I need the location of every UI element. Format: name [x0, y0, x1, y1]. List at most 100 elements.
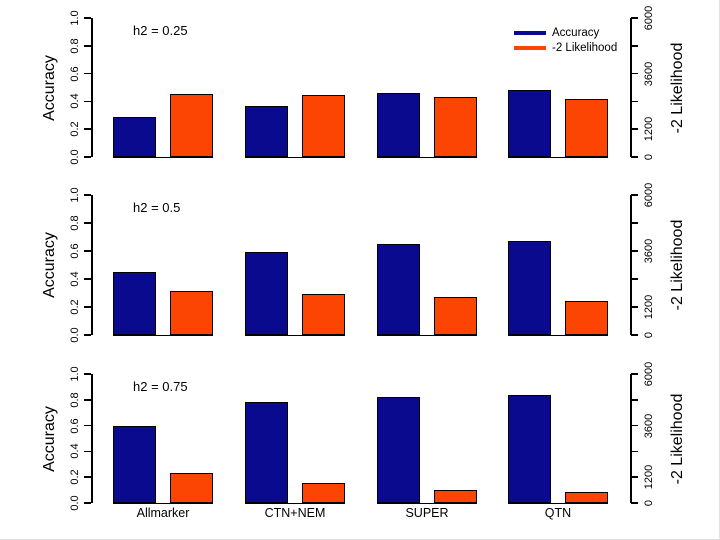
right-axis-tick: [631, 194, 638, 196]
accuracy-bar: [113, 116, 156, 157]
right-axis-tick-label: 1200: [643, 116, 655, 142]
group-baseline: [508, 156, 608, 158]
category-label: Allmarker: [136, 506, 190, 520]
legend-swatch: [514, 46, 546, 50]
left-axis-tick-label: 0.0: [69, 495, 81, 511]
right-axis-tick-label: 3600: [643, 238, 655, 264]
left-axis-line: [91, 195, 93, 335]
group-baseline: [113, 156, 213, 158]
right-axis-tick: [631, 100, 638, 103]
group-baseline: [245, 156, 345, 158]
panel-label: h2 = 0.75: [133, 379, 188, 394]
right-axis-tick: [631, 45, 638, 47]
right-axis-tick: [631, 222, 638, 224]
left-axis-tick-label: 0.6: [69, 243, 81, 259]
right-axis-tick: [631, 502, 638, 504]
accuracy-bar: [508, 394, 551, 503]
likelihood-bar: [434, 489, 477, 503]
right-axis-tick-label: 0: [643, 153, 655, 161]
likelihood-bar: [302, 95, 345, 157]
left-axis-tick-label: 0.2: [69, 469, 81, 485]
left-axis-tick: [84, 156, 91, 158]
left-axis-tick: [84, 250, 91, 252]
right-axis-tick: [631, 476, 638, 478]
legend-label: Accuracy: [552, 27, 600, 39]
left-axis-tick-label: 0.8: [69, 392, 81, 408]
accuracy-bar: [508, 241, 551, 335]
left-axis-tick: [84, 334, 91, 336]
right-axis-tick: [631, 156, 638, 158]
left-axis-tick-label: 0.8: [69, 38, 81, 54]
left-axis-tick-label: 0.6: [69, 65, 81, 82]
right-axis-tick-label: 1200: [643, 464, 655, 490]
right-axis-tick: [631, 306, 638, 308]
left-axis-tick-label: 0.6: [69, 417, 81, 434]
right-axis-tick-label: 1200: [643, 294, 655, 320]
left-axis-tick: [84, 424, 91, 427]
left-axis-tick: [84, 450, 91, 453]
right-axis-title: -2 Likelihood: [669, 42, 686, 133]
accuracy-bar: [377, 397, 420, 503]
group-baseline: [508, 334, 608, 336]
likelihood-bar: [302, 294, 345, 335]
group-baseline: [113, 502, 213, 504]
left-axis-tick: [84, 45, 91, 47]
left-axis-tick: [84, 194, 91, 196]
category-label: SUPER: [405, 506, 449, 520]
group-baseline: [508, 502, 608, 504]
category-label: CTN+NEM: [264, 506, 326, 520]
left-axis-tick: [84, 399, 91, 401]
left-axis-tick: [84, 476, 91, 478]
right-axis-tick-label: 6000: [643, 361, 655, 387]
legend-label: -2 Likelihood: [552, 42, 618, 54]
left-axis-title: Accuracy: [41, 232, 58, 298]
right-axis-title: -2 Likelihood: [669, 393, 686, 484]
right-axis-tick: [631, 278, 638, 280]
right-axis-line: [630, 195, 632, 335]
likelihood-bar: [170, 473, 213, 503]
accuracy-bar: [377, 244, 420, 335]
likelihood-bar: [565, 492, 608, 503]
right-axis-tick: [631, 72, 638, 75]
left-axis-tick: [84, 278, 91, 280]
right-axis-tick-label: 6000: [643, 5, 655, 31]
left-axis-tick-label: 0.0: [69, 327, 81, 343]
left-axis-line: [91, 374, 93, 503]
group-baseline: [245, 502, 345, 504]
likelihood-bar: [434, 97, 477, 157]
accuracy-bar: [245, 252, 288, 335]
group-baseline: [377, 156, 477, 158]
left-axis-tick-label: 0.8: [69, 215, 81, 231]
left-axis-tick-label: 1.0: [69, 366, 81, 382]
category-label: QTN: [544, 506, 572, 520]
left-axis-tick-label: 0.2: [69, 299, 81, 315]
right-axis-line: [630, 374, 632, 503]
group-baseline: [113, 334, 213, 336]
group-baseline: [377, 502, 477, 504]
left-axis-tick: [84, 502, 91, 504]
left-axis-tick-label: 0.4: [69, 271, 81, 287]
left-axis-tick-label: 0.0: [69, 149, 81, 165]
left-axis-tick-label: 1.0: [69, 10, 81, 26]
right-axis-tick-label: 6000: [643, 182, 655, 208]
right-axis-tick-label: 0: [643, 499, 655, 507]
left-axis-tick: [84, 306, 91, 308]
right-axis-tick-label: 3600: [643, 61, 655, 86]
panel-label: h2 = 0.25: [133, 23, 188, 38]
left-axis-tick: [84, 373, 91, 375]
likelihood-bar: [434, 296, 477, 335]
accuracy-bar: [113, 272, 156, 335]
accuracy-bar: [113, 425, 156, 503]
left-axis-tick: [84, 128, 91, 130]
right-axis-tick: [631, 399, 638, 401]
group-baseline: [377, 334, 477, 336]
left-axis-tick: [84, 72, 91, 75]
accuracy-bar: [508, 90, 551, 157]
accuracy-bar: [377, 93, 420, 157]
left-axis-tick-label: 0.2: [69, 121, 81, 137]
legend-swatch: [514, 31, 546, 35]
left-axis-tick-label: 1.0: [69, 187, 81, 203]
right-axis-tick: [631, 250, 638, 252]
right-axis-tick: [631, 450, 638, 453]
